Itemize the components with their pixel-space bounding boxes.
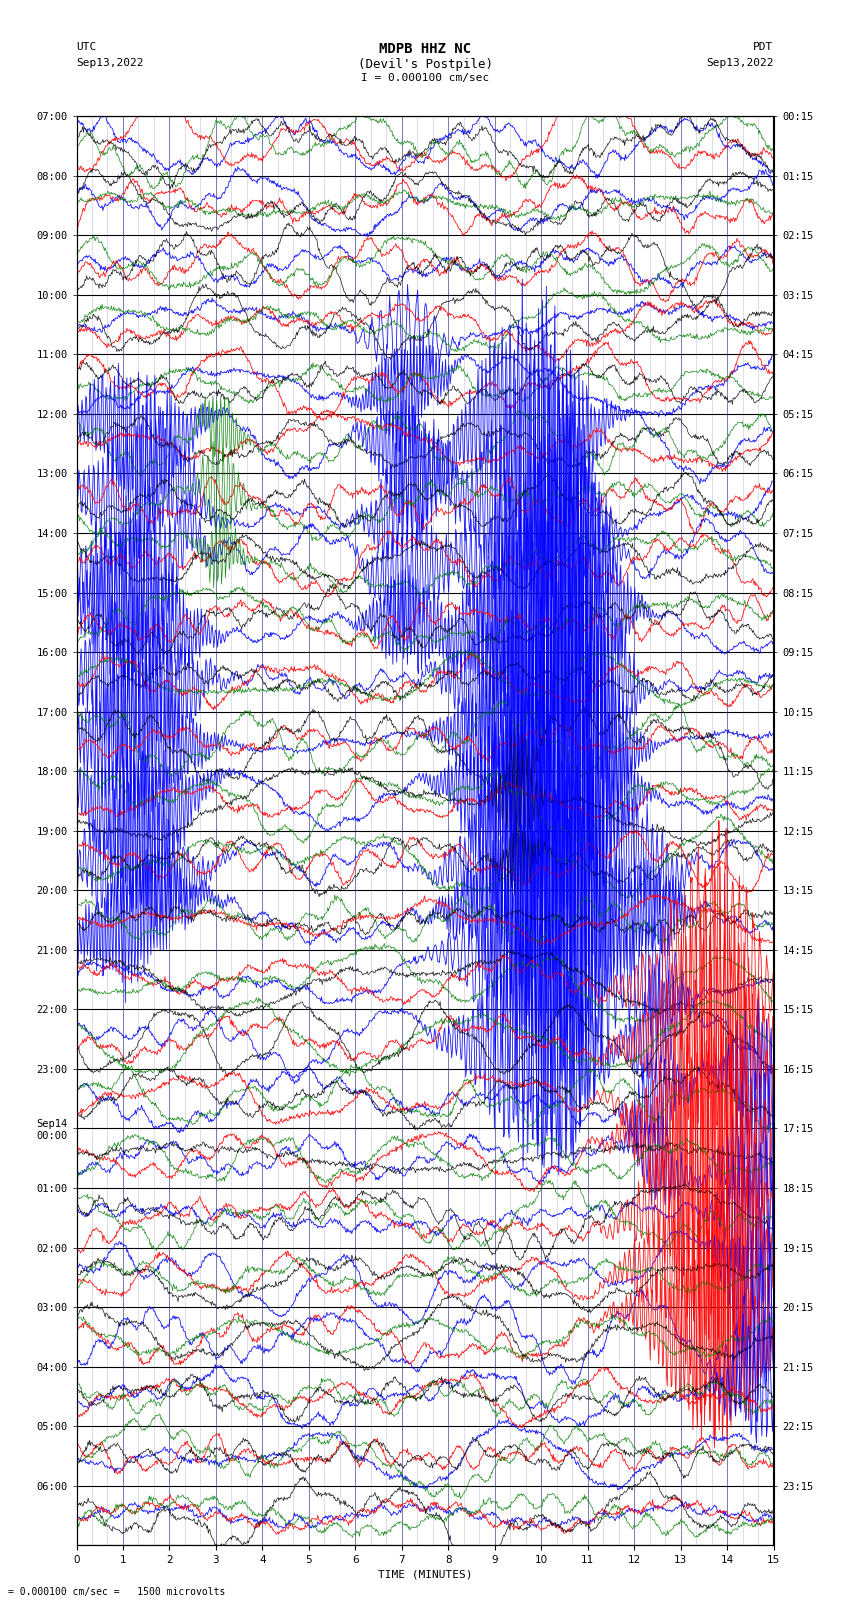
Text: = 0.000100 cm/sec =   1500 microvolts: = 0.000100 cm/sec = 1500 microvolts: [8, 1587, 226, 1597]
Text: MDPB HHZ NC: MDPB HHZ NC: [379, 42, 471, 56]
Text: Sep13,2022: Sep13,2022: [76, 58, 144, 68]
Text: UTC: UTC: [76, 42, 97, 52]
X-axis label: TIME (MINUTES): TIME (MINUTES): [377, 1569, 473, 1579]
Text: PDT: PDT: [753, 42, 774, 52]
Text: Sep13,2022: Sep13,2022: [706, 58, 774, 68]
Text: (Devil's Postpile): (Devil's Postpile): [358, 58, 492, 71]
Text: I = 0.000100 cm/sec: I = 0.000100 cm/sec: [361, 73, 489, 82]
